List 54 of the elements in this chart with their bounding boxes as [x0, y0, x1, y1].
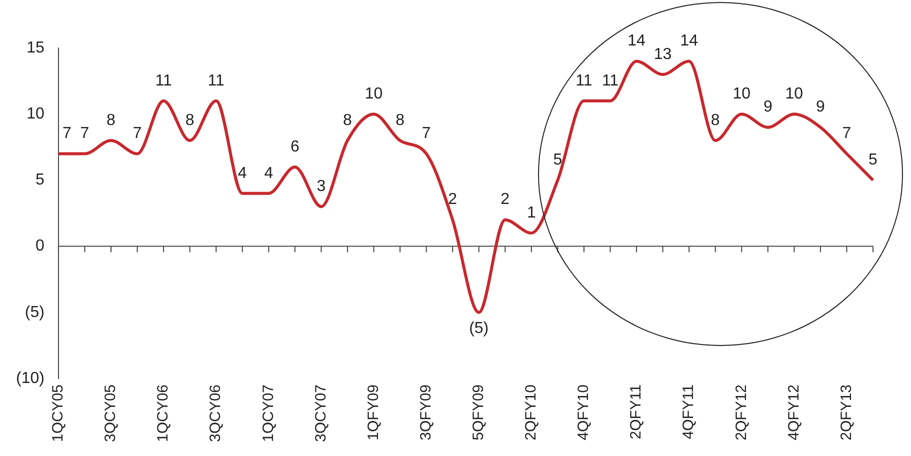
data-label: 2: [500, 191, 510, 208]
data-label: 1: [526, 204, 536, 222]
data-label: 14: [680, 32, 698, 50]
data-label: 10: [785, 86, 804, 102]
data-label: 8: [396, 112, 405, 129]
x-tick-label: 3QCY07: [312, 384, 330, 442]
data-label: 4: [264, 164, 274, 182]
data-label: 11: [155, 72, 172, 90]
y-tick-label: (5): [24, 304, 44, 321]
x-tick-label: 5QFY09: [470, 384, 488, 440]
y-tick-label: (10): [16, 370, 44, 387]
data-label: 10: [364, 86, 383, 102]
data-label: 14: [628, 32, 646, 50]
x-tick-label: 4QFY11: [680, 384, 698, 440]
y-tick-label: 10: [26, 106, 45, 122]
data-label: 7: [80, 125, 90, 142]
x-tick-label: 4QFY10: [575, 384, 592, 440]
data-label: 7: [422, 125, 431, 142]
x-tick-label: 1QCY06: [154, 384, 172, 442]
data-label: 11: [208, 72, 225, 90]
x-tick-label: 1QFY09: [364, 384, 382, 440]
y-tick-label: 0: [36, 238, 45, 255]
data-label: 11: [576, 72, 592, 90]
data-label: 5: [868, 152, 878, 169]
data-label: 3: [316, 178, 326, 196]
y-tick-label: 5: [36, 172, 45, 189]
data-label: 8: [185, 112, 194, 129]
y-tick-label: 15: [26, 39, 45, 56]
data-label: 7: [62, 125, 72, 142]
data-label: 11: [602, 72, 619, 90]
data-label: 2: [448, 191, 458, 208]
data-label: 7: [132, 125, 142, 142]
x-tick-label: 2QFY12: [732, 384, 750, 440]
x-tick-label: 3QFY09: [417, 384, 434, 440]
x-tick-label: 2QFY13: [838, 384, 855, 440]
data-label: 9: [763, 98, 772, 116]
data-label: 9: [816, 98, 825, 116]
data-label: (5): [469, 320, 489, 337]
x-tick-label: 2QFY11: [628, 384, 645, 440]
data-label: 7: [842, 125, 852, 142]
x-tick-label: 3QCY06: [207, 384, 224, 442]
data-label: 4: [238, 164, 247, 182]
x-tick-label: 1QCY05: [50, 384, 67, 442]
data-label: 6: [290, 138, 300, 156]
x-tick-label: 3QCY05: [102, 384, 120, 442]
x-tick-label: 2QFY10: [522, 384, 540, 440]
x-tick-label: 4QFY12: [785, 384, 802, 440]
data-label: 5: [553, 152, 562, 169]
data-label: 10: [732, 86, 751, 102]
data-label: 8: [343, 112, 352, 129]
data-label: 13: [654, 46, 672, 63]
data-label: 8: [106, 112, 116, 129]
data-label: 8: [710, 112, 720, 129]
x-tick-label: 1QCY07: [260, 384, 277, 442]
